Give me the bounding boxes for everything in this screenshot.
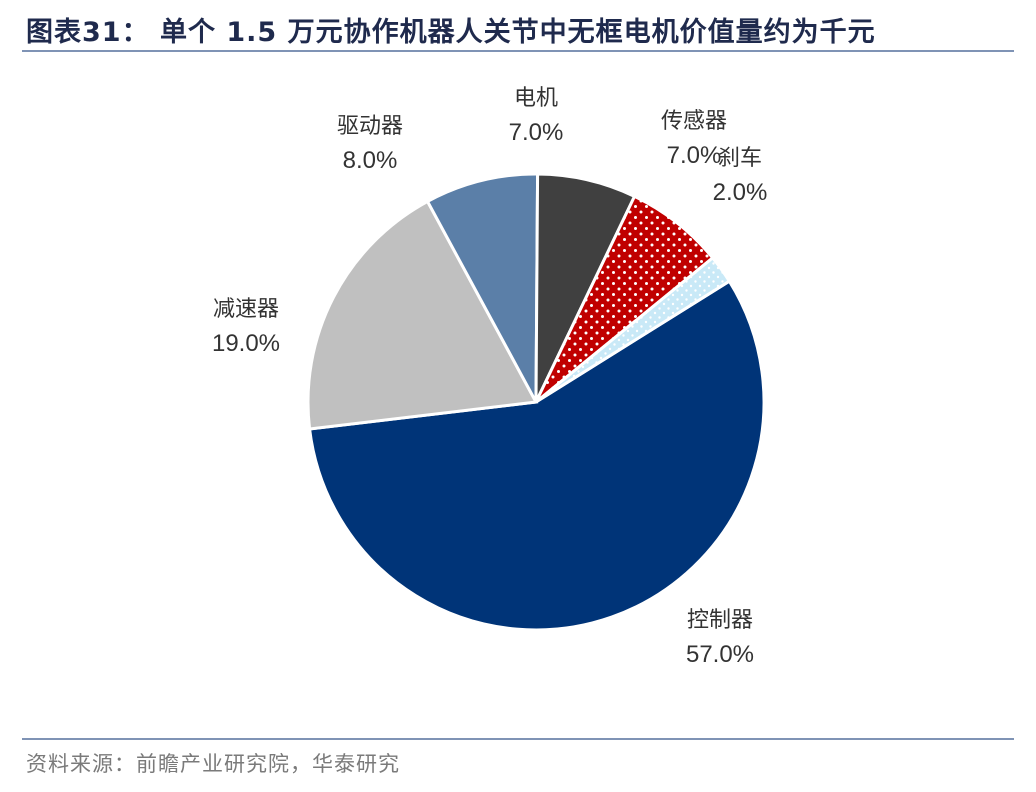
slice-value-4: 7.0% bbox=[667, 142, 722, 169]
slice-value-1: 19.0% bbox=[212, 330, 280, 357]
pie-slice-5 bbox=[535, 255, 732, 404]
slice-value-3: 7.0% bbox=[509, 119, 564, 146]
slice-label-5: 刹车 bbox=[718, 146, 762, 171]
slice-value-5: 2.0% bbox=[713, 179, 768, 206]
slice-label-3: 电机 bbox=[514, 86, 558, 111]
pie-slice-0 bbox=[307, 279, 766, 632]
title-divider bbox=[22, 50, 1014, 52]
pie-slice-1 bbox=[306, 199, 539, 431]
slice-value-0: 57.0% bbox=[686, 641, 754, 668]
slice-value-2: 8.0% bbox=[343, 147, 398, 174]
chart-title: 图表31： 单个 1.5 万元协作机器人关节中无框电机价值量约为千元 bbox=[26, 17, 876, 48]
slice-label-4: 传感器 bbox=[661, 109, 727, 134]
footer-divider bbox=[22, 738, 1014, 740]
slice-label-2: 驱动器 bbox=[337, 114, 403, 139]
slice-label-1: 减速器 bbox=[213, 297, 279, 322]
pie-slice-2 bbox=[425, 172, 540, 403]
slice-label-0: 控制器 bbox=[687, 608, 753, 633]
source-note: 资料来源：前瞻产业研究院，华泰研究 bbox=[26, 752, 400, 776]
